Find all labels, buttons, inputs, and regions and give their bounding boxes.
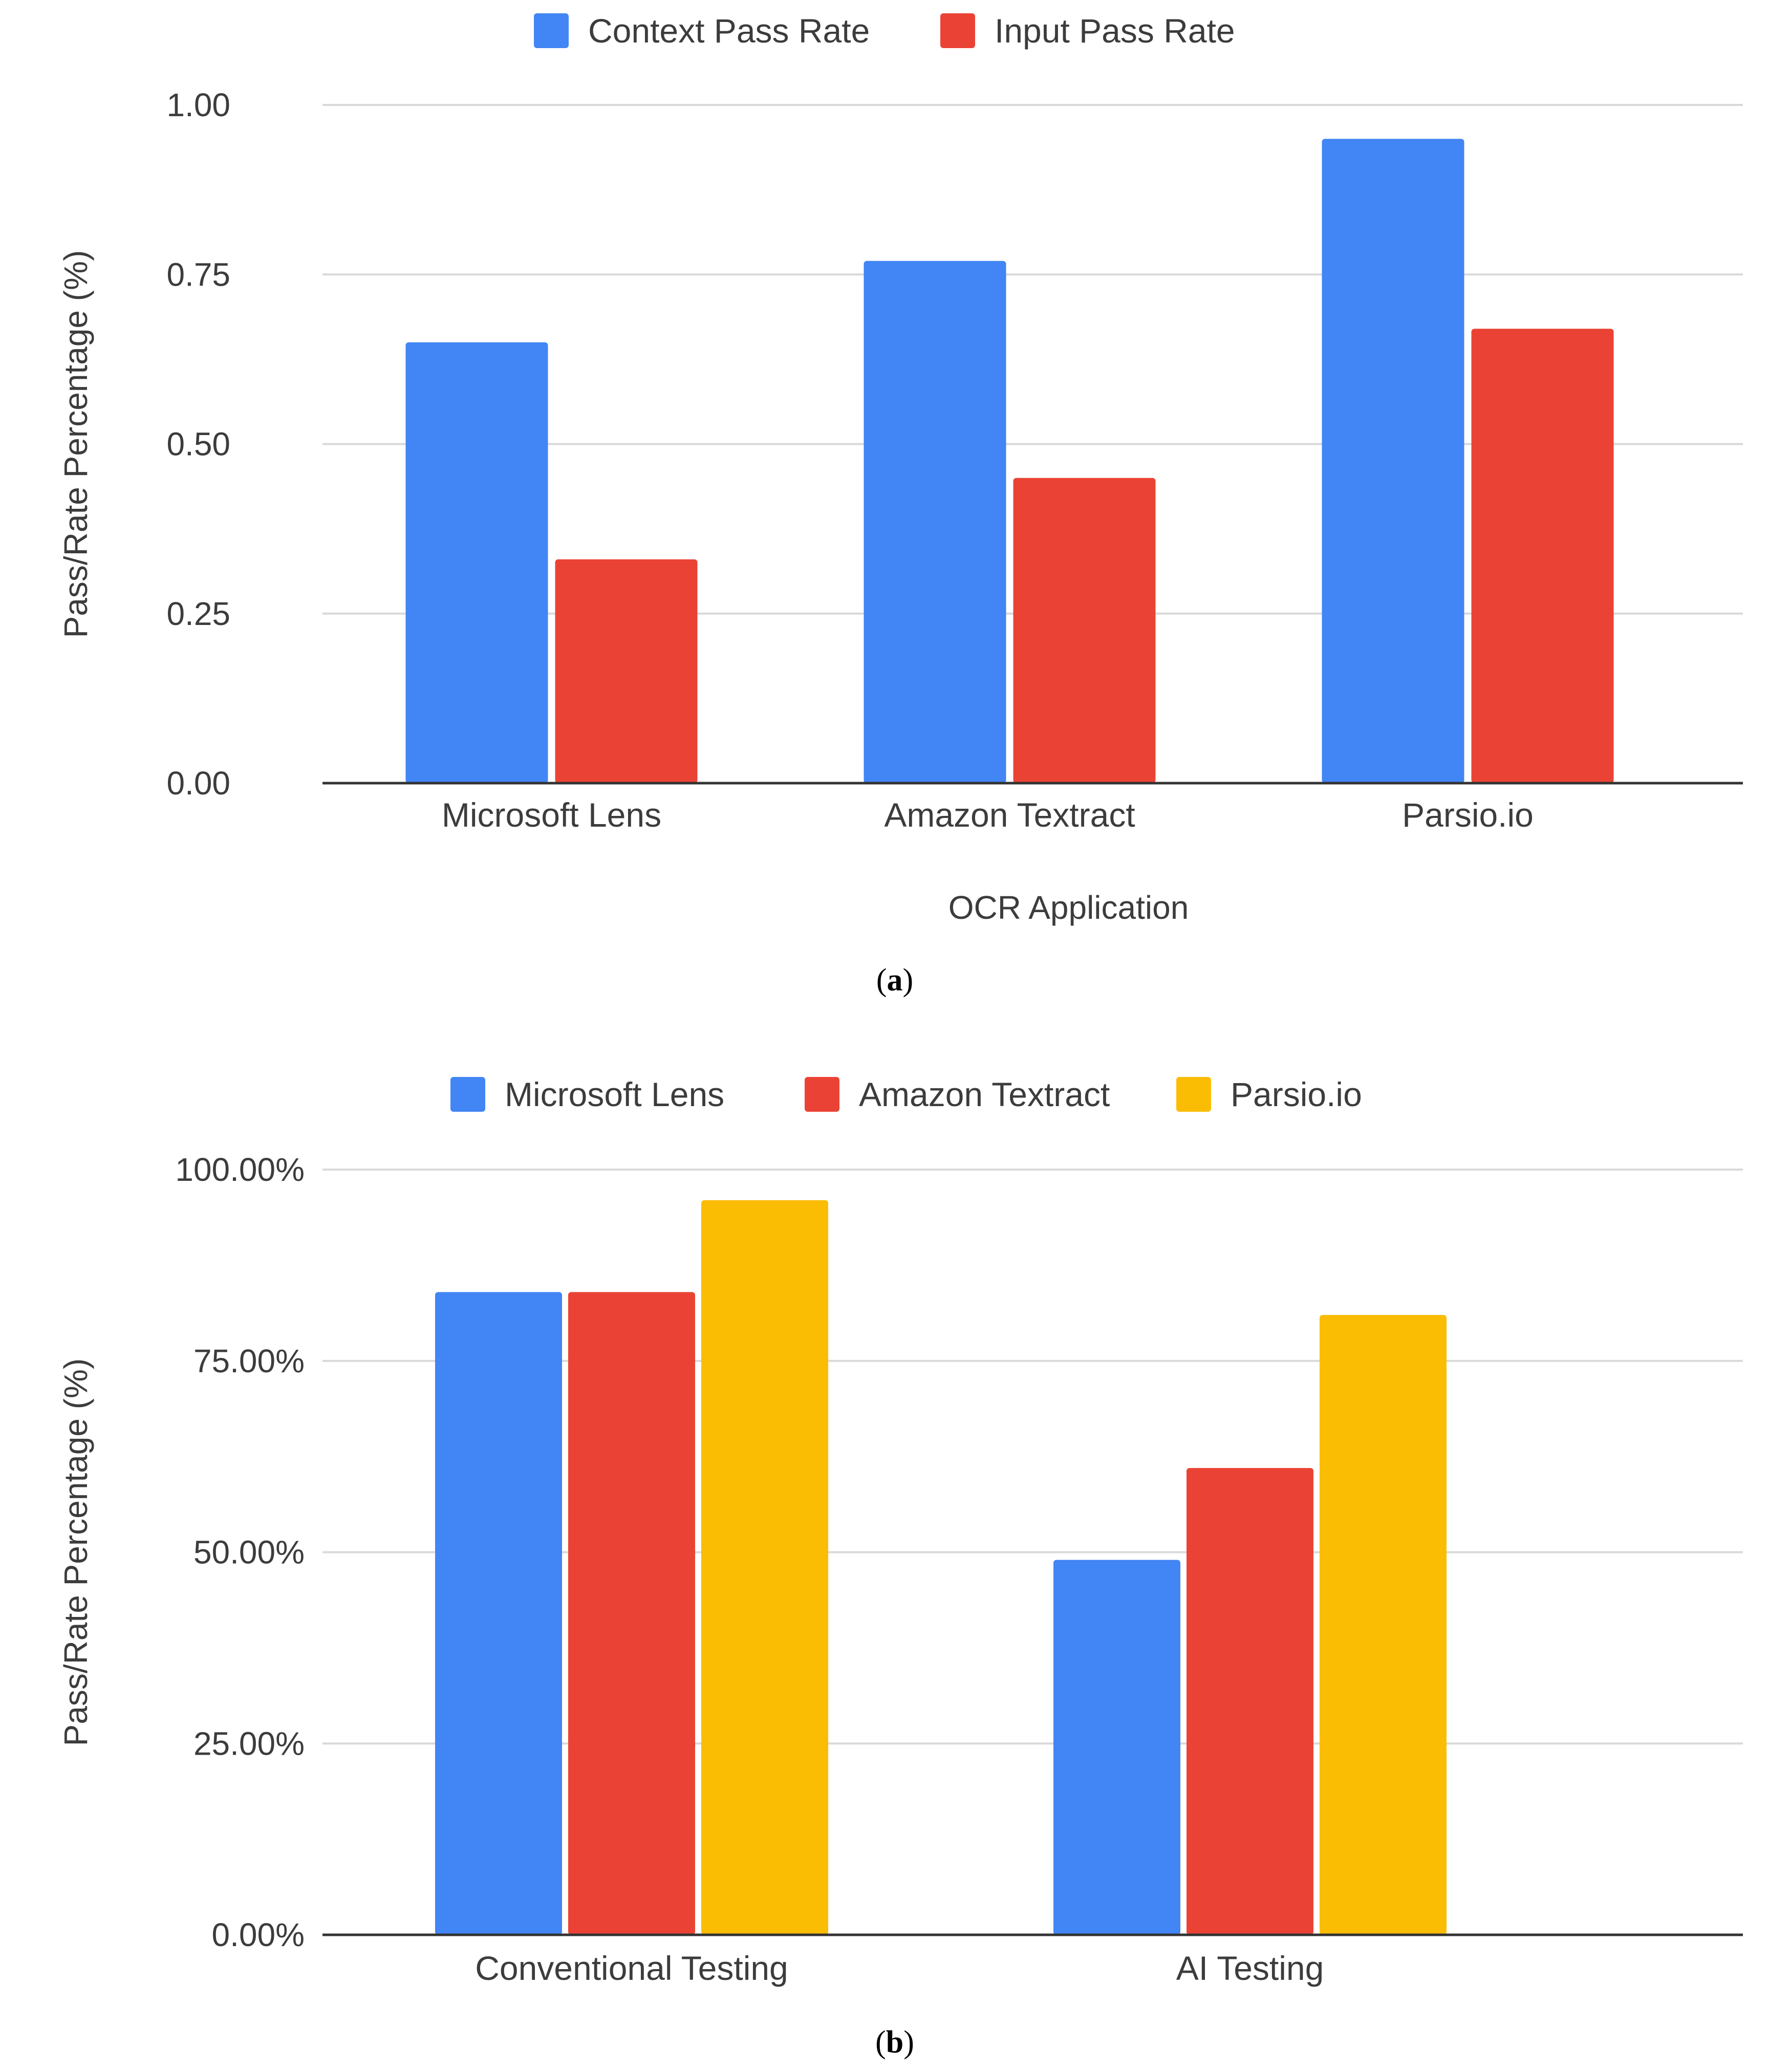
panel-label: a xyxy=(887,963,903,998)
y-tick-label: 50.00% xyxy=(193,1534,305,1571)
legend-label: Input Pass Rate xyxy=(995,12,1235,50)
y-tick-label: 75.00% xyxy=(193,1343,305,1379)
bar-context-pass-rate xyxy=(405,342,548,783)
legend-label: Parsio.io xyxy=(1231,1075,1362,1113)
x-category-label: AI Testing xyxy=(1176,1949,1324,1987)
bar-microsoft-lens xyxy=(1053,1560,1180,1935)
bar-input-pass-rate xyxy=(555,559,698,783)
x-category-label: Microsoft Lens xyxy=(442,796,661,834)
legend-label: Microsoft Lens xyxy=(505,1075,724,1113)
legend-swatch xyxy=(534,13,569,48)
panel-caption: (a) xyxy=(876,963,913,998)
bar-context-pass-rate xyxy=(864,261,1006,783)
panel-caption: (b) xyxy=(875,2025,914,2060)
chart-panel-a: 0.00 0.25 0.50 0.75 1.00 Microsoft Lens Amazon… xyxy=(57,12,1743,998)
bar-amazon-textract xyxy=(568,1292,695,1935)
y-axis-title: Pass/Rate Percentage (%) xyxy=(57,250,94,638)
bar-input-pass-rate xyxy=(1013,478,1156,783)
bar-amazon-textract xyxy=(1187,1468,1313,1935)
legend-swatch xyxy=(805,1077,839,1112)
panel-label: b xyxy=(886,2025,903,2060)
y-tick-label: 1.00 xyxy=(166,87,230,123)
legend: Microsoft Lens Amazon Textract Parsio.io xyxy=(450,1075,1362,1113)
legend-label: Amazon Textract xyxy=(859,1075,1110,1113)
y-tick-label: 0.75 xyxy=(166,256,230,293)
y-tick-label: 0.50 xyxy=(166,426,230,463)
y-tick-label: 0.00% xyxy=(212,1916,305,1953)
legend-swatch xyxy=(450,1077,485,1112)
chart-panel-b: 0.00% 25.00% 50.00% 75.00% 100.00% Convention… xyxy=(57,1075,1743,2060)
legend-label: Context Pass Rate xyxy=(588,12,870,50)
bar-parsio-io xyxy=(1320,1315,1447,1935)
x-category-label: Conventional Testing xyxy=(475,1949,788,1987)
y-tick-label: 0.00 xyxy=(166,765,230,802)
x-axis-title: OCR Application xyxy=(948,889,1189,926)
y-tick-label: 0.25 xyxy=(166,595,230,632)
bar-microsoft-lens xyxy=(435,1292,562,1935)
legend-swatch xyxy=(940,13,975,48)
y-axis-title: Pass/Rate Percentage (%) xyxy=(57,1358,94,1746)
x-category-label: Amazon Textract xyxy=(884,796,1135,834)
bar-parsio-io xyxy=(701,1200,828,1935)
y-tick-label: 25.00% xyxy=(193,1725,305,1762)
bar-input-pass-rate xyxy=(1471,329,1614,783)
legend: Context Pass Rate Input Pass Rate xyxy=(534,12,1235,50)
bar-context-pass-rate xyxy=(1322,139,1464,783)
legend-swatch xyxy=(1176,1077,1211,1112)
x-category-label: Parsio.io xyxy=(1402,796,1534,834)
y-tick-label: 100.00% xyxy=(175,1151,305,1188)
